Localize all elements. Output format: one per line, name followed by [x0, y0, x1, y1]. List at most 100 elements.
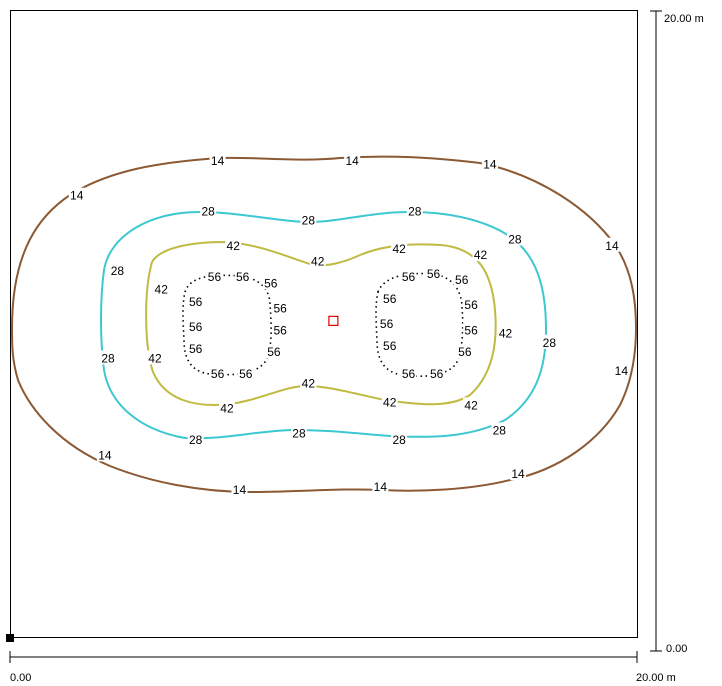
contour-label-56: 56 — [464, 323, 478, 337]
contour-line-28 — [100, 210, 548, 440]
contour-label-bg-28 — [541, 334, 558, 349]
contour-label-14: 14 — [70, 189, 84, 203]
contour-label-bg-42 — [153, 281, 170, 296]
contour-label-bg-42 — [309, 253, 326, 268]
contour-label-42: 42 — [220, 402, 234, 416]
contour-label-bg-56 — [187, 294, 204, 309]
contour-label-28: 28 — [302, 214, 316, 228]
y-axis: 20.00 m 0.00 — [650, 10, 704, 655]
contour-label-bg-56 — [272, 322, 289, 337]
contour-label-bg-42 — [218, 400, 235, 415]
contour-label-56: 56 — [239, 367, 253, 381]
contour-label-bg-56 — [456, 344, 473, 359]
y-axis-min-label: 0.00 — [666, 643, 687, 655]
contour-label-bg-14 — [372, 478, 389, 493]
contour-label-56: 56 — [458, 345, 472, 359]
contour-label-28: 28 — [189, 433, 203, 447]
contour-label-14: 14 — [374, 480, 388, 494]
contour-label-bg-56 — [209, 366, 226, 381]
contour-label-56: 56 — [274, 301, 288, 315]
contour-label-bg-14 — [96, 447, 113, 462]
contour-label-bg-56 — [453, 272, 470, 287]
contour-label-56: 56 — [383, 292, 397, 306]
contour-label-56: 56 — [208, 270, 222, 284]
contour-label-bg-42 — [146, 350, 163, 365]
contour-label-56: 56 — [427, 267, 441, 281]
contour-label-14: 14 — [211, 154, 225, 168]
contour-label-14: 14 — [345, 154, 359, 168]
contour-label-56: 56 — [402, 367, 416, 381]
contour-label-42: 42 — [464, 398, 478, 412]
contour-label-28: 28 — [508, 232, 522, 246]
contour-label-56: 56 — [402, 270, 416, 284]
contour-label-bg-56 — [428, 366, 445, 381]
contour-label-14: 14 — [98, 448, 112, 462]
contour-line-14 — [10, 155, 638, 494]
x-axis-max-label: 20.00 m — [636, 672, 676, 684]
contour-label-28: 28 — [202, 204, 216, 218]
center-marker — [328, 315, 339, 326]
x-axis-min-label: 0.00 — [10, 672, 31, 684]
contour-label-28: 28 — [111, 264, 125, 278]
contour-label-14: 14 — [483, 157, 497, 171]
contour-label-56: 56 — [383, 339, 397, 353]
contour-label-bg-28 — [406, 203, 423, 218]
contour-label-bg-42 — [391, 240, 408, 255]
x-axis: 0.00 20.00 m — [9, 651, 676, 684]
contour-label-14: 14 — [511, 467, 525, 481]
contour-label-bg-28 — [300, 212, 317, 227]
contour-label-bg-56 — [381, 337, 398, 352]
contour-label-42: 42 — [383, 395, 397, 409]
contour-label-bg-14 — [510, 466, 527, 481]
contour-label-42: 42 — [148, 351, 162, 365]
contour-label-bg-14 — [481, 156, 498, 171]
contour-label-bg-56 — [206, 269, 223, 284]
contour-label-bg-56 — [378, 316, 395, 330]
contour-label-56: 56 — [274, 323, 288, 337]
contour-label-bg-28 — [506, 231, 523, 246]
contour-label-bg-56 — [234, 269, 251, 284]
contour-label-42: 42 — [302, 376, 316, 390]
contour-label-56: 56 — [464, 298, 478, 312]
contour-label-bg-28 — [391, 431, 408, 446]
contour-label-bg-28 — [290, 425, 307, 440]
contour-label-28: 28 — [493, 423, 507, 437]
contour-label-56: 56 — [380, 317, 394, 331]
contour-label-bg-56 — [237, 366, 254, 381]
plot-frame — [10, 10, 638, 638]
contour-label-bg-42 — [463, 397, 480, 412]
contour-line-42 — [145, 240, 497, 406]
contour-label-bg-56 — [463, 322, 480, 337]
contour-labels: 14 14 14 14 14 14 14 14 14 14 28 28 28 28 28 28 28 28 28 28… — [68, 153, 630, 497]
contour-label-bg-56 — [187, 319, 204, 334]
contour-label-bg-14 — [613, 362, 630, 377]
contour-label-bg-14 — [344, 153, 361, 168]
contour-label-56: 56 — [236, 270, 250, 284]
contour-label-bg-56 — [400, 269, 417, 284]
contour-lines — [10, 155, 638, 494]
contour-label-42: 42 — [499, 326, 513, 340]
contour-label-bg-42 — [300, 375, 317, 390]
contour-label-bg-28 — [100, 350, 117, 365]
contour-label-56: 56 — [267, 345, 281, 359]
contour-label-bg-14 — [231, 481, 248, 496]
contour-label-28: 28 — [408, 204, 422, 218]
contour-label-bg-56 — [187, 341, 204, 356]
contour-label-42: 42 — [155, 283, 169, 297]
contour-label-bg-56 — [425, 265, 442, 280]
contour-label-14: 14 — [233, 483, 247, 497]
contour-label-56: 56 — [264, 276, 278, 290]
contour-label-28: 28 — [392, 433, 406, 447]
contour-label-56: 56 — [189, 342, 203, 356]
contour-label-42: 42 — [474, 248, 488, 262]
contour-label-bg-56 — [262, 275, 279, 290]
contour-label-bg-28 — [491, 422, 508, 437]
origin-marker — [6, 634, 14, 642]
y-axis-max-label: 20.00 m — [664, 13, 704, 25]
contour-label-bg-42 — [381, 394, 398, 409]
contour-label-bg-42 — [225, 237, 242, 252]
contour-label-bg-14 — [209, 153, 226, 168]
contour-label-bg-14 — [68, 187, 85, 202]
contour-label-bg-56 — [265, 344, 282, 359]
